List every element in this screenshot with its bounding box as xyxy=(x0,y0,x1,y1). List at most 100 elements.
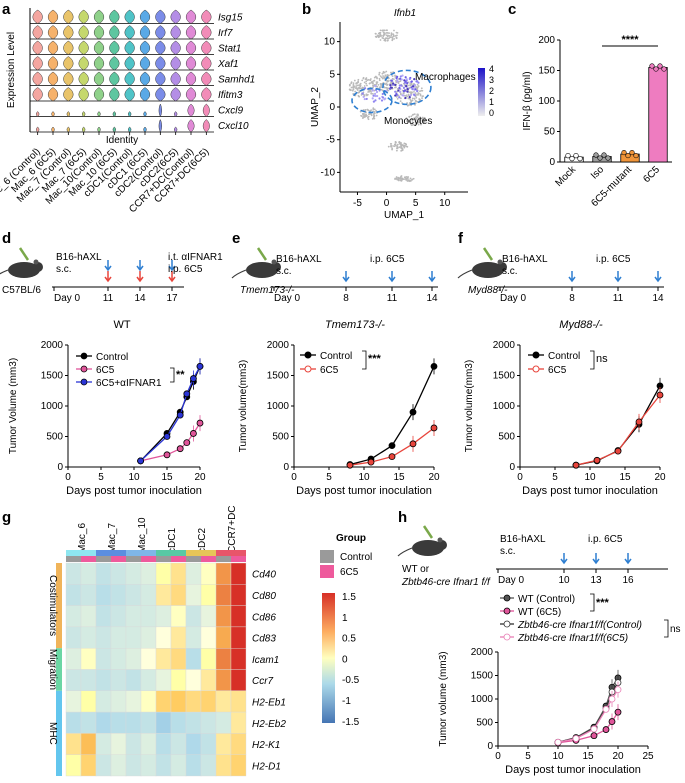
data-point xyxy=(388,442,396,450)
umap-point xyxy=(355,85,357,88)
umap-point xyxy=(409,83,412,85)
gene-label: Cxcl9 xyxy=(218,106,243,117)
heatmap-cell xyxy=(200,711,217,734)
violin-shape xyxy=(143,126,147,133)
heatmap-treatment-bar xyxy=(186,556,201,562)
umap-expr-point xyxy=(388,87,392,90)
chart-title: Tmem173-/- xyxy=(325,319,385,331)
heatmap-cell xyxy=(155,669,172,691)
umap-point xyxy=(380,84,382,87)
umap-point xyxy=(405,117,408,120)
significance-stars: **** xyxy=(621,34,639,46)
violin-shape xyxy=(174,126,178,133)
umap-point xyxy=(384,83,387,86)
umap-point xyxy=(370,114,373,117)
umap-point xyxy=(387,39,389,42)
bar-category-label: Mock xyxy=(553,164,578,189)
heatmap-cell xyxy=(140,754,157,777)
legend-marker xyxy=(304,365,312,373)
violin-shape xyxy=(124,25,135,40)
heatmap-cell xyxy=(215,605,232,628)
violin-shape xyxy=(97,126,101,133)
umap-point xyxy=(373,111,376,113)
umap-point xyxy=(375,81,378,84)
umap-point xyxy=(399,97,402,100)
syringe-icon xyxy=(18,247,30,261)
violin-shape xyxy=(93,71,105,86)
umap-point xyxy=(417,114,419,117)
umap-point xyxy=(417,85,420,87)
legend-label: WT (Control) xyxy=(518,594,575,605)
umap-point xyxy=(408,84,410,87)
timeline-day-label: 16 xyxy=(622,575,634,586)
umap-point xyxy=(402,144,405,147)
treatment-label: i.t. αIFNAR1 xyxy=(168,252,223,263)
violin-shape xyxy=(185,9,197,24)
legend-marker xyxy=(532,365,540,373)
umap-point xyxy=(393,29,395,32)
umap-expr-point xyxy=(405,78,408,81)
umap-point xyxy=(390,145,392,148)
line-xtick-label: 5 xyxy=(525,751,531,762)
heatmap-cell xyxy=(140,669,157,691)
heatmap-cell xyxy=(155,754,172,777)
heatmap-cell xyxy=(80,562,97,585)
violin-shape xyxy=(201,40,212,55)
umap-colorbar-tick: 4 xyxy=(489,64,494,74)
violin-shape xyxy=(201,56,212,71)
umap-expr-point xyxy=(395,92,398,96)
heatmap-row-group-label: Migration xyxy=(47,649,58,690)
heatmap-treatment-bar xyxy=(96,556,111,562)
heatmap-cell xyxy=(170,605,187,628)
umap-expr-point xyxy=(408,96,411,99)
umap-point xyxy=(392,145,394,147)
timeline-day-label: 11 xyxy=(103,293,114,304)
umap-expr-point xyxy=(405,84,408,88)
umap-point xyxy=(378,72,381,74)
umap-point xyxy=(419,94,422,97)
umap-point xyxy=(410,124,413,127)
bar-ytick-label: 200 xyxy=(538,35,555,46)
violin-shape xyxy=(124,9,135,24)
heatmap-treatment-bar xyxy=(81,556,96,562)
umap-point xyxy=(410,118,413,120)
data-point xyxy=(656,391,664,399)
significance-bracket xyxy=(590,350,595,370)
umap-point xyxy=(379,83,382,85)
data-point xyxy=(388,453,396,461)
umap-expr-point xyxy=(413,84,417,87)
data-point xyxy=(137,457,145,465)
umap-point xyxy=(387,89,390,92)
data-point xyxy=(346,461,354,469)
umap-point xyxy=(359,82,362,85)
umap-point xyxy=(361,79,364,82)
umap-expr-point xyxy=(376,94,379,98)
heatmap-cell xyxy=(80,584,97,606)
treatment-arrow-icon xyxy=(136,271,144,283)
data-point xyxy=(196,419,204,427)
heatmap-cell xyxy=(110,584,127,606)
heatmap-row-group-label: MHC xyxy=(47,722,58,745)
heatmap-row-label: H2-Eb1 xyxy=(252,697,286,708)
treatment-label: i.p. 6C5 xyxy=(588,534,623,545)
violin-shape xyxy=(187,103,195,117)
umap-expr-point xyxy=(412,87,416,90)
umap-point xyxy=(396,146,399,149)
line-ytick-label: 2000 xyxy=(493,340,516,351)
umap-point xyxy=(376,77,378,80)
umap-point xyxy=(385,29,388,32)
data-point xyxy=(614,708,622,716)
violin-shape xyxy=(201,87,212,102)
heatmap-cell xyxy=(155,711,172,734)
panel-label-g: g xyxy=(2,509,11,526)
umap-point xyxy=(395,149,398,152)
bar-ytick-label: 50 xyxy=(544,127,556,138)
bar-point xyxy=(605,155,611,161)
umap-expr-point xyxy=(411,85,415,88)
umap-point xyxy=(365,94,368,97)
heatmap-cell xyxy=(125,605,142,628)
heatmap-cell xyxy=(170,669,187,691)
violin-shape xyxy=(155,56,166,71)
heatmap-cell xyxy=(200,669,217,691)
umap-point xyxy=(366,116,369,119)
